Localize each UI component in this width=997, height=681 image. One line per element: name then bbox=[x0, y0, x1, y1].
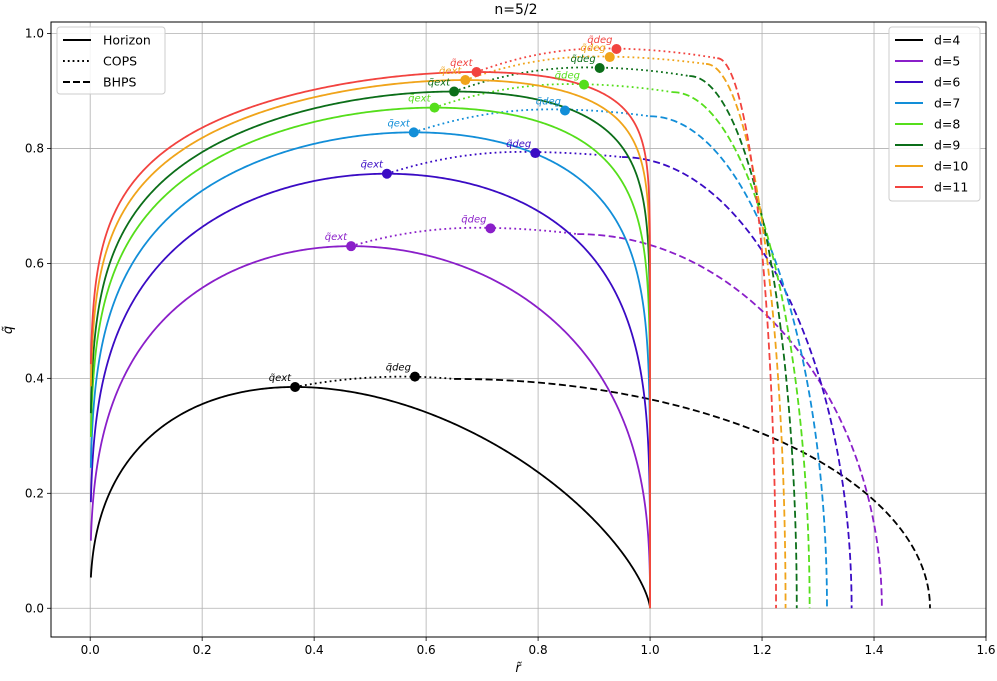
x-tick-label: 1.4 bbox=[864, 643, 883, 657]
y-tick-label: 0.8 bbox=[25, 141, 44, 155]
marker-label-deg-d10: q̃deg bbox=[581, 42, 606, 54]
marker-ext-d8 bbox=[429, 102, 440, 113]
curves bbox=[89, 47, 931, 609]
y-tick-label: 0.0 bbox=[25, 601, 44, 615]
marker-deg-d8 bbox=[579, 79, 590, 90]
marker-deg-d7 bbox=[559, 105, 570, 116]
color-legend-label-d7: d=7 bbox=[934, 96, 960, 111]
cops-curve-d6 bbox=[386, 150, 623, 175]
x-tick-label: 1.6 bbox=[976, 643, 995, 657]
y-tick-label: 0.6 bbox=[25, 256, 44, 270]
marker-ext-d10 bbox=[460, 75, 471, 86]
style-legend-label-horizon: Horizon bbox=[103, 33, 151, 48]
marker-label-ext-d11: q̃ext bbox=[450, 57, 473, 69]
y-tick-label: 0.4 bbox=[25, 371, 44, 385]
marker-label-ext-d8: q̃ext bbox=[408, 93, 431, 105]
cops-curve-d7 bbox=[413, 108, 651, 134]
color-legend-box bbox=[888, 26, 981, 202]
style-legend-label-bhps: BHPS bbox=[103, 75, 137, 90]
x-tick-label: 1.2 bbox=[753, 643, 772, 657]
marker-deg-d5 bbox=[485, 223, 496, 234]
grid bbox=[51, 22, 987, 637]
marker-label-deg-d4: q̃deg bbox=[386, 362, 411, 374]
plot-frame bbox=[50, 21, 987, 638]
marker-ext-d7 bbox=[408, 127, 419, 138]
chart-title: n=5/2 bbox=[494, 2, 537, 18]
horizon-curve-d11 bbox=[89, 71, 651, 609]
color-legend: d=4 d=5 d=6 d=7 d=8 d=9 d=10 d=11 bbox=[888, 26, 981, 202]
marker-ext-d4 bbox=[290, 381, 301, 392]
horizon-curve-d8 bbox=[89, 106, 651, 609]
marker-label-ext-d4: q̃ext bbox=[269, 372, 292, 384]
x-axis-label: r̃ bbox=[515, 661, 522, 676]
marker-deg-d11 bbox=[611, 44, 622, 55]
bhps-curve-d6 bbox=[622, 156, 853, 609]
x-tick-label: 1.0 bbox=[641, 643, 660, 657]
style-legend: Horizon COPS BHPS bbox=[56, 26, 166, 95]
marker-label-deg-d7: q̃deg bbox=[536, 96, 561, 108]
marker-ext-d6 bbox=[381, 168, 392, 179]
x-tick-label: 0.8 bbox=[529, 643, 548, 657]
horizon-curve-d4 bbox=[89, 386, 651, 609]
bhps-curve-d10 bbox=[706, 63, 787, 609]
color-legend-label-d9: d=9 bbox=[934, 138, 960, 153]
horizon-curve-d5 bbox=[89, 245, 651, 609]
color-legend-label-d11: d=11 bbox=[934, 180, 968, 195]
cops-curve-d8 bbox=[434, 83, 673, 109]
bhps-curve-d4 bbox=[454, 378, 931, 609]
color-legend-label-d10: d=10 bbox=[934, 159, 968, 174]
bhps-curve-d11 bbox=[717, 57, 777, 609]
color-legend-label-d8: d=8 bbox=[934, 117, 960, 132]
horizon-curve-d7 bbox=[89, 131, 651, 609]
marker-label-ext-d6: q̃ext bbox=[361, 159, 384, 171]
style-legend-label-cops: COPS bbox=[103, 54, 137, 69]
cops-curve-d4 bbox=[294, 375, 455, 388]
marker-label-deg-d6: q̃deg bbox=[506, 138, 531, 150]
color-legend-label-d4: d=4 bbox=[934, 33, 960, 48]
ticks: 0.0 0.2 0.4 0.6 0.8 1.0 1.2 1.4 1.6 0.0 0.2 0.4 0.6 0… bbox=[25, 26, 996, 657]
marker-ext-d5 bbox=[346, 241, 357, 252]
marker-deg-d6 bbox=[530, 148, 541, 159]
y-tick-label: 1.0 bbox=[25, 26, 44, 40]
marker-label-ext-d7: q̃ext bbox=[387, 117, 410, 129]
marker-label-deg-d5: q̃deg bbox=[461, 213, 486, 225]
bhps-curve-d9 bbox=[689, 75, 798, 609]
marker-label-ext-d9: q̃ext bbox=[428, 77, 451, 89]
marker-label-ext-d5: q̃ext bbox=[325, 231, 348, 243]
color-legend-label-d5: d=5 bbox=[934, 54, 960, 69]
marker-deg-d10 bbox=[604, 52, 615, 63]
marker-deg-d9 bbox=[594, 62, 605, 73]
bhps-curve-d5 bbox=[577, 233, 883, 609]
marker-label-deg-d9: q̃deg bbox=[570, 53, 595, 65]
cops-curve-d9 bbox=[453, 66, 690, 93]
bhps-curve-d7 bbox=[650, 115, 828, 609]
marker-ext-d11 bbox=[471, 67, 482, 78]
cops-curve-d5 bbox=[350, 226, 578, 248]
horizon-curve-d9 bbox=[89, 90, 651, 609]
marker-label-deg-d8: q̃deg bbox=[555, 70, 580, 82]
marker-deg-d4 bbox=[409, 371, 420, 382]
markers: q̃ext q̃deg q̃ext q̃deg q̃ext q̃deg q̃ext q̃deg… bbox=[269, 34, 622, 392]
x-tick-label: 0.6 bbox=[417, 643, 436, 657]
marker-ext-d9 bbox=[449, 86, 460, 97]
marker-label-ext-d10: q̃ext bbox=[439, 65, 462, 77]
color-legend-label-d6: d=6 bbox=[934, 75, 960, 90]
horizon-curve-d6 bbox=[89, 172, 651, 609]
horizon-curve-d10 bbox=[89, 79, 651, 609]
bhps-curve-d8 bbox=[672, 91, 811, 609]
style-legend-box bbox=[56, 26, 166, 95]
x-tick-label: 0.4 bbox=[305, 643, 324, 657]
x-tick-label: 0.2 bbox=[193, 643, 212, 657]
marker-label-deg-d11: q̃deg bbox=[587, 34, 612, 46]
x-tick-label: 0.0 bbox=[81, 643, 100, 657]
y-tick-label: 0.2 bbox=[25, 486, 44, 500]
y-axis-label: q̃ bbox=[1, 326, 16, 334]
